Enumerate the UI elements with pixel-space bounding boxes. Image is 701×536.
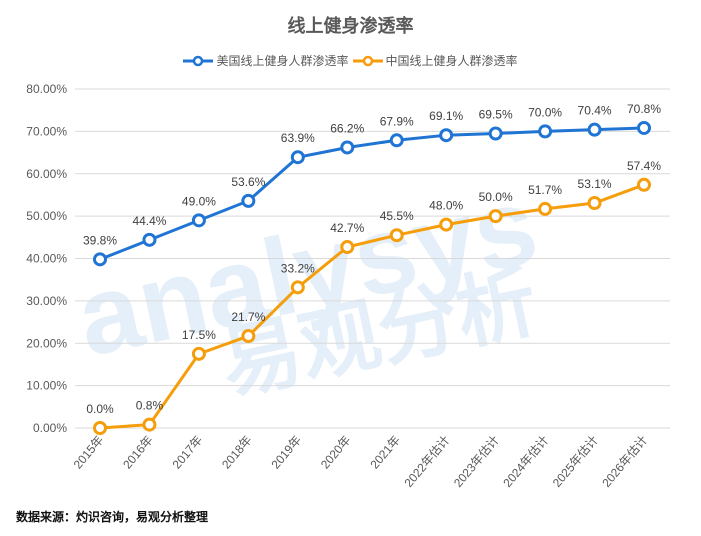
data-point: [93, 252, 107, 267]
legend: 美国线上健身人群渗透率 中国线上健身人群渗透率: [0, 52, 701, 69]
legend-marker-us-icon: [183, 55, 214, 66]
data-label: 48.0%: [429, 199, 463, 213]
series-line: [99, 183, 645, 430]
x-tick-label: 2018年: [219, 433, 255, 472]
y-tick-label: 20.00%: [26, 336, 67, 350]
data-label: 17.5%: [182, 328, 216, 342]
y-tick-label: 80.00%: [26, 82, 67, 96]
data-point: [241, 329, 256, 344]
x-tick-label: 2020年: [318, 433, 354, 472]
data-point: [340, 240, 355, 255]
data-point: [142, 417, 157, 432]
data-label: 70.0%: [528, 105, 562, 119]
data-point: [241, 193, 256, 208]
data-point: [191, 346, 206, 361]
data-label: 70.4%: [578, 104, 612, 118]
x-tick-label: 2025年估计: [550, 433, 601, 490]
data-point: [93, 421, 107, 435]
data-point: [637, 177, 651, 192]
y-tick-label: 60.00%: [26, 167, 67, 181]
data-label: 51.7%: [528, 183, 562, 197]
data-label: 49.0%: [182, 194, 216, 208]
data-label: 44.4%: [132, 214, 166, 228]
x-tick-label: 2026年估计: [599, 433, 650, 490]
data-point: [538, 124, 553, 139]
data-point: [488, 209, 503, 224]
data-source: 数据来源：灼识咨询，易观分析整理: [16, 510, 209, 524]
data-point: [389, 228, 404, 243]
legend-label-cn: 中国线上健身人群渗透率: [385, 54, 518, 68]
legend-marker-cn-icon: [352, 55, 383, 66]
data-point: [191, 213, 206, 228]
data-point: [290, 150, 305, 165]
data-point: [637, 120, 651, 135]
y-tick-label: 10.00%: [26, 379, 67, 393]
data-label: 69.1%: [429, 109, 463, 123]
legend-item-cn[interactable]: 中国线上健身人群渗透率: [352, 52, 518, 69]
data-point: [290, 280, 305, 295]
series-line: [99, 126, 645, 261]
data-label: 53.6%: [231, 175, 265, 189]
y-tick-label: 30.00%: [26, 294, 67, 308]
chart-title: 线上健身渗透率: [287, 16, 414, 36]
data-label: 66.2%: [330, 121, 364, 135]
x-tick-label: 2024年估计: [500, 433, 551, 490]
series-cn: 0.0% 0.8% 17.5% 21.7% 33.2% 42.7% 45.5% 48.0% 50…: [86, 159, 661, 435]
data-label: 57.4%: [627, 159, 661, 173]
data-label: 45.5%: [380, 209, 414, 223]
data-point: [142, 232, 157, 247]
data-label: 69.5%: [479, 107, 513, 121]
y-tick-label: 0.00%: [33, 421, 67, 435]
data-point: [340, 140, 355, 155]
x-tick-label: 2021年: [367, 433, 403, 472]
y-tick-label: 70.00%: [26, 124, 67, 138]
data-label: 63.9%: [281, 131, 315, 145]
data-label: 42.7%: [330, 221, 364, 235]
legend-label-us: 美国线上健身人群渗透率: [216, 54, 349, 68]
watermark: analysys 易观分析: [67, 163, 547, 412]
x-tick-label: 2023年估计: [451, 433, 502, 490]
data-point: [538, 201, 553, 216]
data-label: 0.0%: [86, 402, 114, 416]
data-label: 50.0%: [479, 190, 513, 204]
data-point: [439, 217, 454, 232]
x-tick-label: 2019年: [269, 433, 305, 472]
series-us: 39.8% 44.4% 49.0% 53.6% 63.9% 66.2% 67.9% 69.1%…: [83, 102, 661, 267]
data-label: 33.2%: [281, 261, 315, 275]
x-tick-label: 2017年: [170, 433, 206, 472]
x-tick-label: 2015年: [71, 433, 107, 472]
data-label: 67.9%: [380, 114, 414, 128]
y-tick-label: 40.00%: [26, 252, 67, 266]
x-tick-label: 2016年: [120, 433, 156, 472]
data-point: [587, 122, 602, 137]
data-point: [389, 133, 404, 148]
data-label: 70.8%: [627, 102, 661, 116]
data-label: 0.8%: [136, 399, 164, 413]
data-point: [488, 126, 503, 141]
y-tick-label: 50.00%: [26, 209, 67, 223]
data-point: [587, 195, 602, 210]
legend-item-us[interactable]: 美国线上健身人群渗透率: [183, 52, 349, 69]
data-label: 21.7%: [231, 310, 265, 324]
data-label: 53.1%: [578, 177, 612, 191]
data-point: [439, 128, 454, 143]
x-tick-label: 2022年估计: [401, 433, 452, 490]
data-label: 39.8%: [83, 233, 117, 247]
